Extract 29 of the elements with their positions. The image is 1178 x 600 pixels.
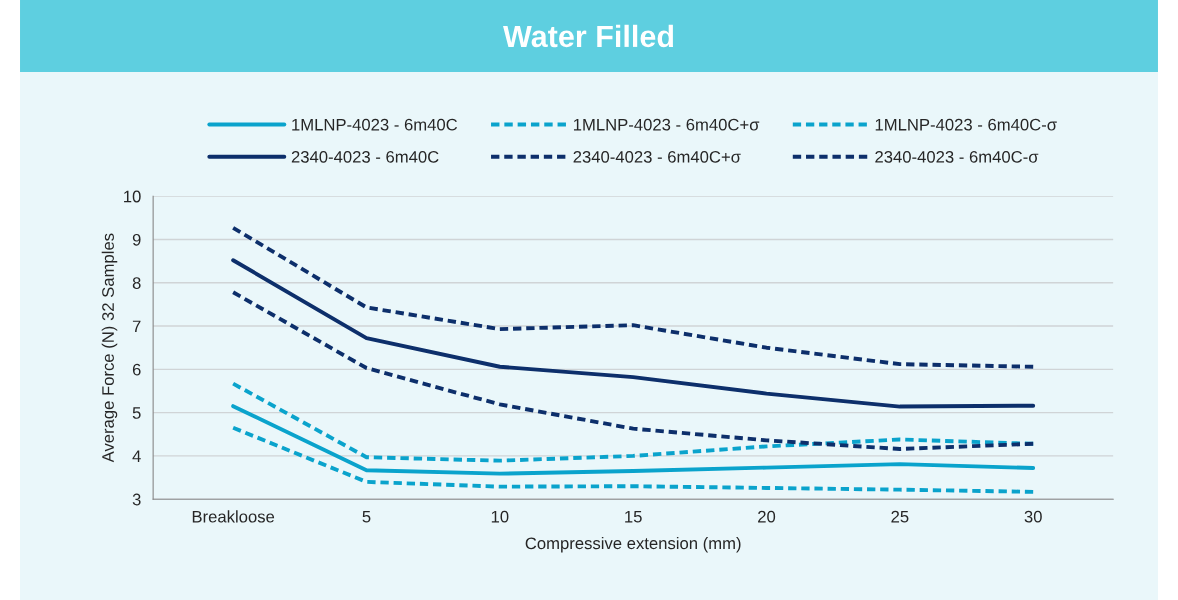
y-tick-label: 7 [132, 320, 141, 333]
x-axis-title: Compressive extension (mm) [525, 536, 741, 553]
legend-label: 2340-4023 - 6m40C [291, 150, 439, 163]
x-tick-label: 30 [1024, 510, 1042, 523]
line-series [231, 404, 1036, 476]
legend-label: 1MLNP-4023 - 6m40C-σ [875, 118, 1057, 131]
y-tick-label: 10 [124, 190, 141, 203]
line-series [231, 258, 1036, 409]
y-tick-label: 4 [132, 450, 141, 462]
y-tick-label: 3 [132, 493, 141, 506]
legend-label: 1MLNP-4023 - 6m40C [292, 118, 458, 131]
line-series [231, 290, 1036, 451]
x-tick-label: 20 [758, 510, 776, 523]
legend-label: 2340-4023 - 6m40C-σ [875, 150, 1039, 163]
x-tick-label: Breakloose [192, 510, 275, 523]
y-tick-label: 5 [132, 407, 141, 419]
y-axis-title: Average Force (N) 32 Samples [101, 233, 118, 463]
chart-title: Water Filled [503, 24, 674, 48]
x-tick-label: 25 [891, 510, 909, 523]
line-series [231, 225, 1036, 369]
line-series [231, 425, 1036, 494]
y-tick-label: 9 [132, 233, 141, 246]
legend-label: 2340-4023 - 6m40C+σ [573, 150, 741, 163]
x-tick-label: 15 [625, 510, 642, 523]
y-tick-label: 6 [132, 363, 141, 376]
legend-label: 1MLNP-4023 - 6m40C+σ [573, 118, 760, 131]
y-tick-label: 8 [132, 277, 141, 289]
x-tick-label: 10 [491, 510, 509, 523]
x-tick-label: 5 [362, 510, 371, 523]
